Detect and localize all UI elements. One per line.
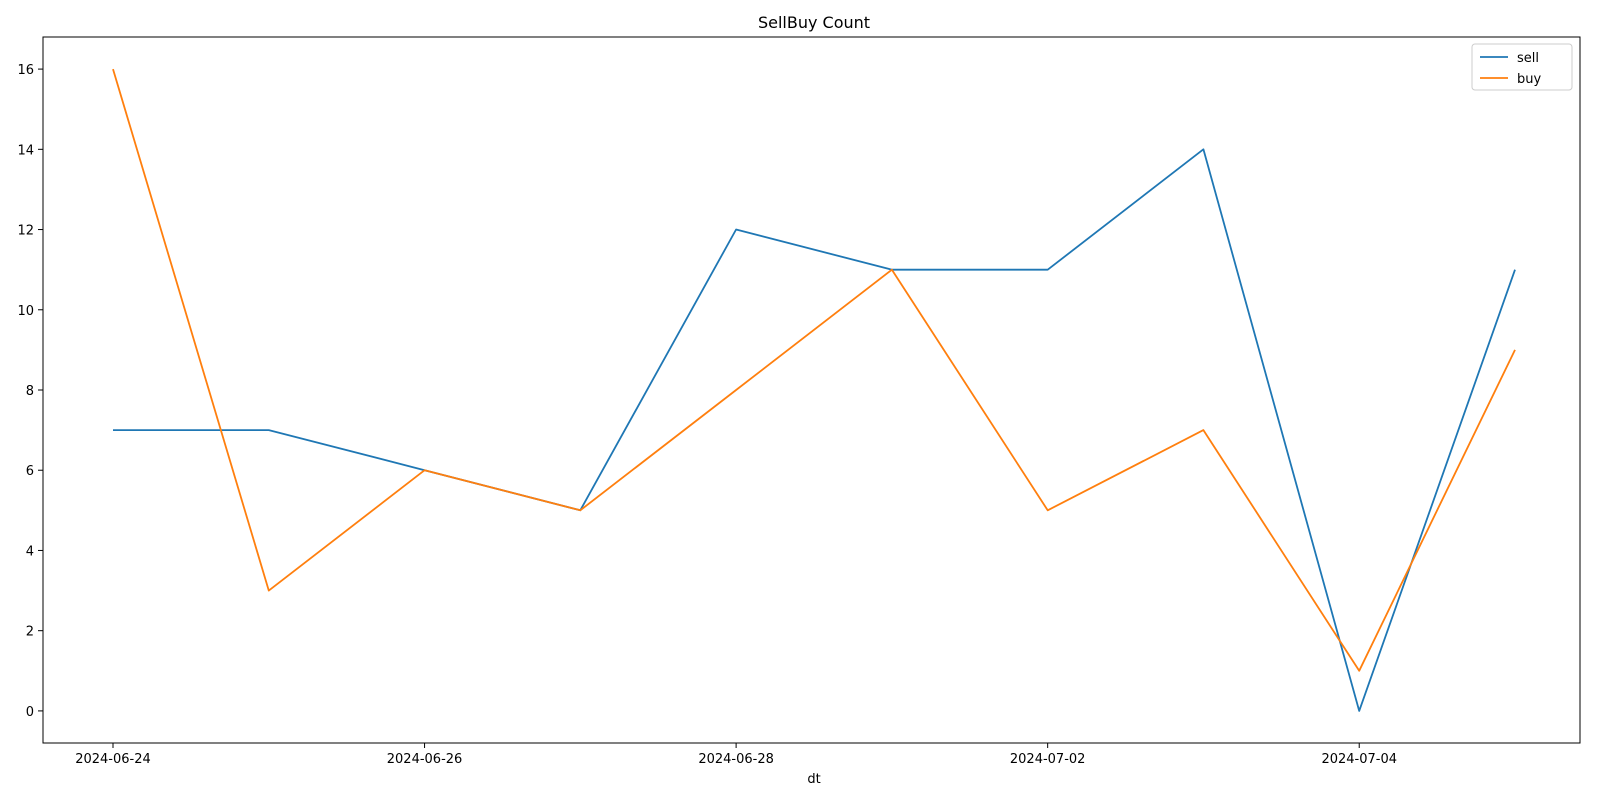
- chart-title: SellBuy Count: [758, 13, 870, 32]
- legend-label-sell: sell: [1517, 51, 1539, 66]
- y-tick-label: 0: [26, 705, 34, 720]
- series-line-sell: [113, 148, 1516, 712]
- series-layer: [112, 68, 1516, 712]
- y-tick-label: 14: [17, 143, 34, 158]
- x-tick-label: 2024-06-24: [75, 752, 151, 767]
- y-tick-label: 12: [17, 224, 34, 239]
- y-tick-label: 6: [26, 464, 34, 479]
- x-tick-label: 2024-06-28: [698, 752, 774, 767]
- y-tick-label: 8: [26, 384, 34, 399]
- plot-frame: [42, 36, 1581, 744]
- legend-label-buy: buy: [1517, 72, 1541, 87]
- x-axis-label: dt: [807, 772, 820, 787]
- y-tick-label: 4: [26, 544, 34, 559]
- y-tick-label: 10: [17, 304, 34, 319]
- y-axis-ticks: 0 2 4 6 8 10 12 14 16: [17, 63, 43, 720]
- y-tick-label: 16: [17, 63, 34, 78]
- x-tick-label: 2024-07-02: [1010, 752, 1086, 767]
- x-axis-ticks: 2024-06-24 2024-06-26 2024-06-28 2024-07-02…: [75, 743, 1397, 767]
- x-tick-label: 2024-07-04: [1321, 752, 1397, 767]
- legend: sell buy: [1471, 43, 1573, 91]
- x-tick-label: 2024-06-26: [387, 752, 463, 767]
- y-tick-label: 2: [26, 625, 34, 640]
- series-line-buy: [112, 68, 1516, 672]
